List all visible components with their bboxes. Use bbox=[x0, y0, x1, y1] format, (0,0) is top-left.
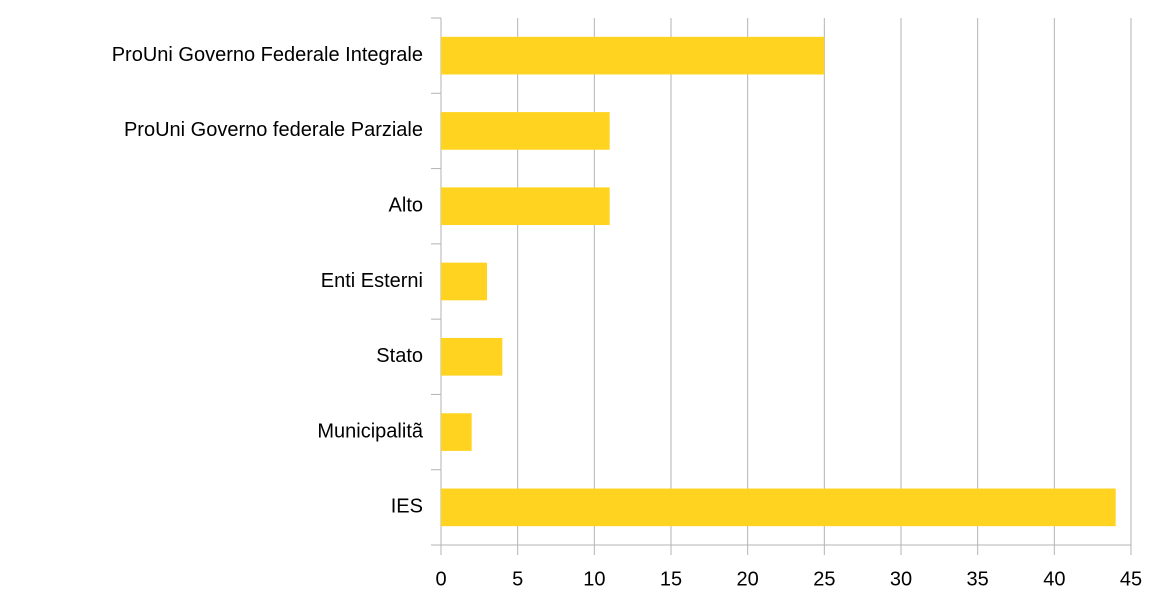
x-tick-label: 5 bbox=[512, 568, 523, 589]
bar bbox=[441, 413, 472, 451]
y-tick-label: Municipalitã bbox=[317, 420, 423, 442]
y-tick-label: ProUni Governo federale Parziale bbox=[124, 119, 423, 141]
bar bbox=[441, 112, 610, 150]
x-tick-label: 25 bbox=[813, 568, 835, 589]
y-tick-label: Stato bbox=[376, 345, 423, 367]
y-tick-label: Enti Esterni bbox=[321, 270, 423, 292]
bar bbox=[441, 187, 610, 226]
x-tick-label: 0 bbox=[435, 568, 446, 589]
bar bbox=[441, 488, 1116, 527]
bar bbox=[441, 36, 825, 75]
bar bbox=[441, 337, 503, 376]
bar bbox=[441, 262, 487, 301]
x-tick-label: 35 bbox=[967, 568, 989, 589]
y-tick-label: Alto bbox=[389, 194, 423, 216]
x-tick-label: 10 bbox=[583, 568, 605, 589]
x-tick-label: 15 bbox=[660, 568, 682, 589]
x-tick-label: 30 bbox=[890, 568, 912, 589]
y-tick-label: IES bbox=[391, 496, 423, 518]
x-tick-label: 40 bbox=[1043, 568, 1065, 589]
x-tick-label: 45 bbox=[1120, 568, 1142, 589]
y-tick-label: ProUni Governo Federale Integrale bbox=[112, 44, 423, 66]
x-tick-label: 20 bbox=[737, 568, 759, 589]
